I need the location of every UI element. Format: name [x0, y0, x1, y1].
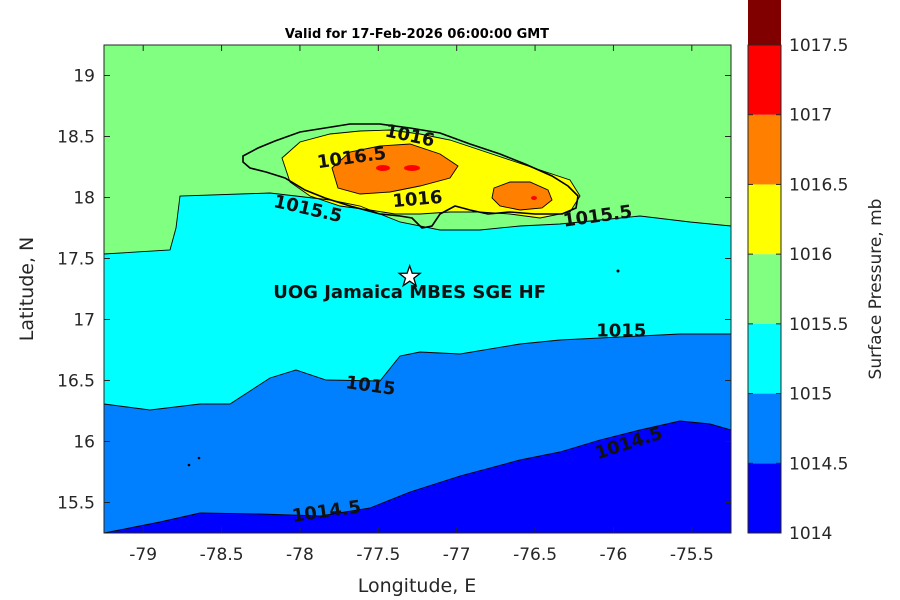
- colorbar-frame: [747, 44, 782, 534]
- colorbar-segment: [748, 323, 781, 394]
- chart-title: Valid for 17-Feb-2026 06:00:00 GMT: [285, 27, 549, 42]
- y-tick-label: 16: [73, 433, 95, 453]
- colorbar-ticks: 1017.5 1017 1016.5 1016 1015.5 1015 1014.5 1014: [748, 36, 848, 544]
- colorbar-label: Surface Pressure, mb: [866, 199, 886, 380]
- x-tick-label: -75.5: [670, 545, 714, 565]
- jamaica-coastline: [242, 123, 579, 229]
- colorbar-tick-label: 1014: [789, 524, 832, 544]
- colorbar-tick-label: 1014.5: [789, 454, 848, 474]
- colorbar-tick-label: 1016.5: [789, 175, 848, 195]
- island-dot-2: [187, 463, 191, 467]
- colorbar-tick-label: 1017: [789, 106, 832, 126]
- colorbar-segment: [748, 184, 781, 255]
- colorbar-tick-label: 1015: [789, 385, 832, 405]
- y-tick-label: 15.5: [57, 494, 95, 514]
- band-1014-1014.5: [104, 421, 731, 533]
- x-tick-label: -78.5: [200, 545, 244, 565]
- x-tick-label: -76.5: [513, 545, 557, 565]
- y-tick-label: 17: [73, 311, 95, 331]
- contour-label: 1016: [392, 187, 444, 212]
- island-dot-1: [616, 269, 620, 273]
- y-tick-label: 18.5: [57, 128, 95, 148]
- x-tick-label: -77.5: [356, 545, 400, 565]
- contour-label: 1015: [596, 321, 646, 342]
- station-star-icon: [397, 263, 422, 288]
- band-1016.5-1017-west: [332, 144, 458, 194]
- x-axis-label: Longitude, E: [358, 575, 477, 597]
- y-tick-label: 19: [73, 67, 95, 87]
- axes-frame: [103, 44, 732, 534]
- band-1017-high-1: [376, 165, 390, 171]
- x-tick-label: -76: [600, 545, 628, 565]
- colorbar-segment: [748, 463, 781, 533]
- colorbar-segment: [748, 45, 781, 115]
- y-axis-label: Latitude, N: [16, 237, 38, 342]
- colorbar-segment: [748, 254, 781, 324]
- y-tick-label: 16.5: [57, 372, 95, 392]
- band-1017-high-3: [531, 196, 537, 200]
- station-label: UOG Jamaica MBES SGE HF: [273, 282, 546, 303]
- x-tick-label: -77: [443, 545, 471, 565]
- x-tick-label: -78: [286, 545, 314, 565]
- colorbar-tick-label: 1016: [789, 245, 832, 265]
- colorbar-segment: [748, 393, 781, 464]
- band-1017-high-2: [404, 165, 420, 171]
- colorbar-tick-label: 1017.5: [789, 36, 848, 56]
- colorbar-tick-label: 1015.5: [789, 315, 848, 335]
- band-1016.5-1017-east: [492, 182, 552, 210]
- colorbar: [748, 0, 781, 533]
- x-axis-ticks: -79 -78.5 -78 -77.5 -77 -76.5 -76 -75.5: [129, 45, 714, 565]
- x-tick-label: -79: [129, 545, 157, 565]
- y-tick-label: 17.5: [57, 250, 95, 270]
- y-axis-ticks: 15.5 16 16.5 17 17.5 18 18.5 19: [57, 67, 731, 514]
- island-dot-3: [197, 456, 201, 460]
- colorbar-segment: [748, 0, 781, 46]
- y-tick-label: 18: [73, 189, 95, 209]
- colorbar-segment: [748, 114, 781, 185]
